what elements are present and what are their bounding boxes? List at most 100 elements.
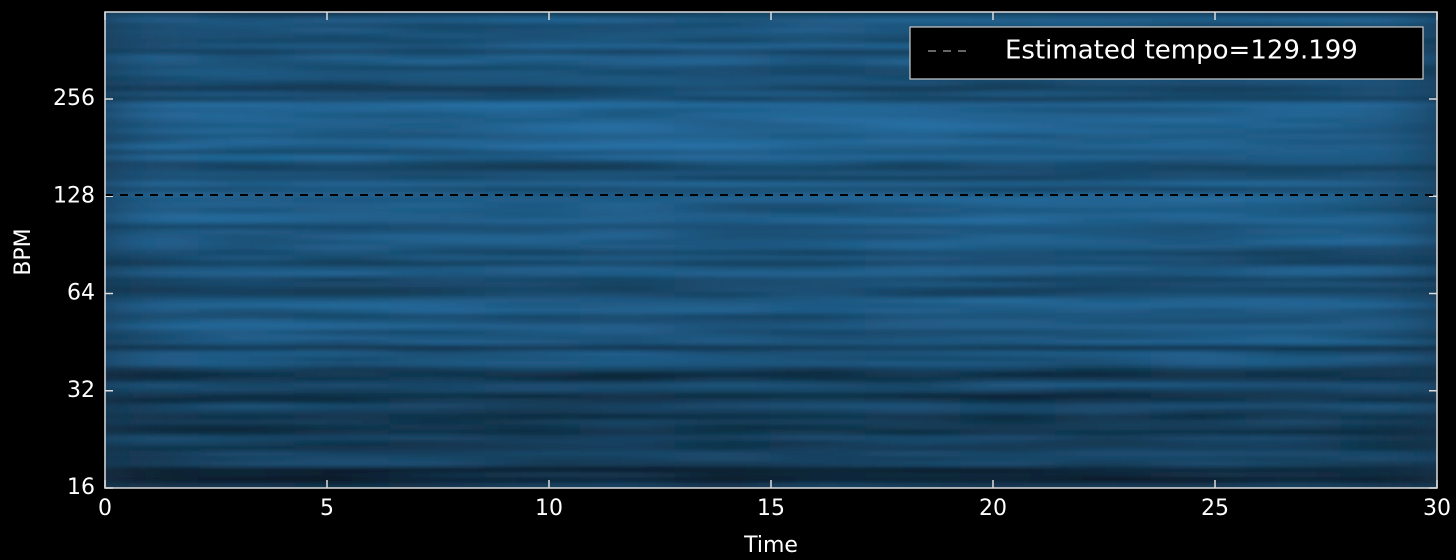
heatmap-cell — [105, 33, 202, 39]
heatmap-cell — [105, 461, 202, 468]
heatmap-cell — [960, 392, 1058, 399]
heatmap-cell — [1055, 429, 1153, 436]
heatmap-cell — [1245, 239, 1343, 246]
heatmap-cell — [770, 197, 868, 203]
heatmap-cell — [865, 181, 963, 188]
heatmap-cell — [294, 308, 392, 314]
heatmap-cell — [579, 419, 677, 426]
heatmap-cell — [770, 244, 868, 251]
heatmap-cell — [1245, 313, 1343, 320]
heatmap-cell — [105, 186, 202, 193]
heatmap-cell — [1055, 22, 1153, 29]
heatmap-cell — [770, 355, 868, 362]
heatmap-cell — [199, 350, 297, 357]
heatmap-cell — [579, 276, 677, 283]
heatmap-cell — [1150, 186, 1248, 193]
heatmap-cell — [294, 144, 392, 151]
heatmap-cell — [105, 128, 202, 135]
heatmap-cell — [199, 43, 297, 50]
heatmap-cell — [579, 165, 677, 172]
heatmap-cell — [674, 345, 772, 351]
heatmap-cell — [105, 413, 202, 420]
heatmap-cell — [865, 398, 963, 404]
heatmap-cell — [674, 101, 772, 108]
heatmap-cell — [770, 38, 868, 45]
x-tick-label: 15 — [757, 496, 785, 521]
heatmap-cell — [1245, 403, 1343, 410]
heatmap-cell — [484, 413, 582, 420]
heatmap-cell — [199, 70, 297, 76]
heatmap-cell — [1245, 276, 1343, 283]
heatmap-cell — [484, 17, 582, 24]
heatmap-cell — [579, 345, 677, 351]
heatmap-cell — [865, 355, 963, 362]
heatmap-cell — [1245, 228, 1343, 235]
heatmap-cell — [105, 392, 202, 399]
heatmap-cell — [579, 144, 677, 151]
heatmap-cell — [960, 154, 1058, 161]
heatmap-cell — [389, 212, 487, 219]
heatmap-cell — [770, 86, 868, 92]
heatmap-cell — [294, 17, 392, 24]
heatmap-cell — [960, 350, 1058, 357]
heatmap-cell — [1150, 371, 1248, 378]
heatmap-cell — [865, 276, 963, 283]
heatmap-cell — [105, 80, 202, 87]
heatmap-cell — [1340, 117, 1437, 124]
heatmap-cell — [199, 387, 297, 394]
heatmap-cell — [294, 138, 392, 145]
heatmap-cell — [865, 382, 963, 389]
heatmap-cell — [960, 128, 1058, 135]
heatmap-cell — [1340, 297, 1437, 304]
heatmap-cell — [1340, 86, 1437, 92]
heatmap-cell — [389, 170, 487, 177]
heatmap-cell — [1340, 80, 1437, 87]
heatmap-cell — [865, 160, 963, 166]
heatmap-cell — [389, 260, 487, 267]
heatmap-cell — [1245, 366, 1343, 373]
heatmap-cell — [865, 318, 963, 325]
heatmap-cell — [484, 382, 582, 389]
heatmap-cell — [1055, 133, 1153, 140]
heatmap-cell — [294, 86, 392, 92]
heatmap-cell — [674, 387, 772, 394]
heatmap-cell — [1150, 456, 1248, 463]
heatmap-cell — [199, 154, 297, 161]
heatmap-cell — [579, 297, 677, 304]
heatmap-cell — [1055, 186, 1153, 193]
heatmap-cell — [1340, 228, 1437, 235]
heatmap-cell — [389, 27, 487, 34]
heatmap-cell — [1150, 250, 1248, 256]
heatmap-cell — [484, 472, 582, 478]
heatmap-cell — [199, 228, 297, 235]
heatmap-cell — [865, 324, 963, 330]
heatmap-cell — [1150, 96, 1248, 103]
heatmap-cell — [389, 70, 487, 76]
heatmap-cell — [1340, 398, 1437, 404]
heatmap-cell — [770, 186, 868, 193]
heatmap-cell — [1340, 308, 1437, 314]
heatmap-cell — [1340, 181, 1437, 188]
heatmap-cell — [960, 255, 1058, 262]
heatmap-cell — [105, 117, 202, 124]
heatmap-cell — [1245, 371, 1343, 378]
heatmap-cell — [484, 361, 582, 367]
heatmap-cell — [199, 329, 297, 336]
heatmap-cell — [1340, 482, 1437, 488]
heatmap-cell — [105, 419, 202, 426]
heatmap-cell — [1340, 197, 1437, 203]
heatmap-cell — [389, 207, 487, 214]
heatmap-cell — [105, 445, 202, 452]
heatmap-cell — [1340, 313, 1437, 320]
heatmap-cell — [389, 255, 487, 262]
heatmap-cell — [484, 435, 582, 441]
heatmap-cell — [294, 260, 392, 267]
heatmap-cell — [389, 165, 487, 172]
heatmap-cell — [105, 456, 202, 463]
heatmap-cell — [484, 70, 582, 76]
heatmap-cell — [484, 202, 582, 209]
heatmap-cell — [199, 392, 297, 399]
heatmap-cell — [105, 91, 202, 98]
heatmap-cell — [1245, 149, 1343, 156]
heatmap-cell — [674, 456, 772, 463]
